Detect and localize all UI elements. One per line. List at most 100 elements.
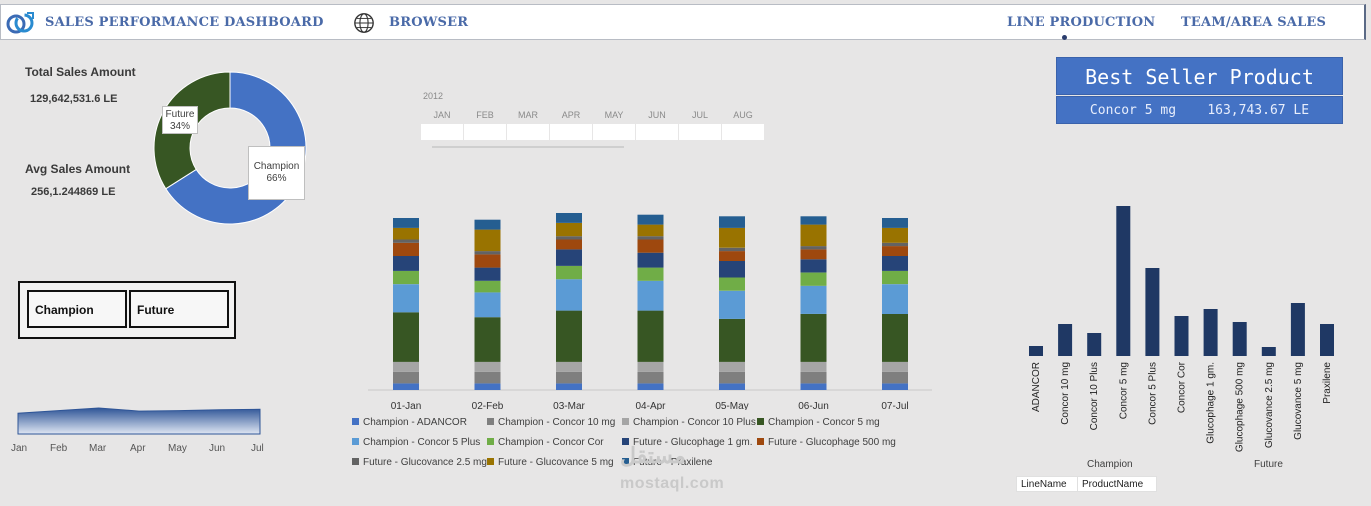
stack-segment [882,361,908,372]
stack-segment [556,249,582,266]
team-area-sales-link[interactable]: TEAM/AREA SALES [1181,15,1327,30]
stack-segment [556,236,582,240]
legend-swatch [757,418,764,425]
avg-sales-label: Avg Sales Amount [25,162,131,176]
pivot-field-productname[interactable]: ProductName [1077,476,1157,492]
product-category-label: Concor 10 mg [1060,362,1071,425]
product-bar [1320,324,1334,356]
stack-segment [882,383,908,390]
stack-segment [800,361,827,372]
stacked-category-label: 01-Jan [391,401,422,410]
slicer-item-future[interactable]: Future [129,290,229,328]
timeline-month-label: FEB [476,110,494,120]
top-nav-bar: SALES PERFORMANCE DASHBOARD BROWSER LINE… [0,4,1366,40]
product-bar [1174,316,1189,356]
stack-segment [556,279,582,311]
timeline-scrollbar[interactable] [432,146,624,148]
legend-item: Future - Glucophage 500 mg [757,437,896,448]
donut-label-champion-pct: 66% [266,173,287,184]
stacked-category-label: 07-Jul [881,401,908,410]
timeline-month-label: MAY [604,110,624,120]
stack-segment [393,239,419,243]
legend-item: Future - Glucovance 2.5 mg [352,457,487,468]
legend-label: Champion - Concor 5 Plus [363,437,481,448]
timeline-month-label: JAN [433,110,451,120]
timeline-month-cell[interactable] [593,124,635,140]
stack-segment [637,252,664,268]
stacked-category-label: 02-Feb [472,401,504,410]
slicer-item-champion[interactable]: Champion [27,290,127,328]
legend-label: Future - Glucophage 1 gm. [633,437,753,448]
product-category-label: Concor 10 Plus [1089,362,1100,430]
donut-label-champion-name: Champion [253,161,300,172]
stack-segment [800,371,827,384]
stack-segment [719,361,745,372]
legend-swatch [352,438,359,445]
stacked-category-label: 04-Apr [635,401,666,410]
stack-segment [637,280,664,311]
stack-segment [719,247,745,252]
globe-icon[interactable] [352,12,376,34]
legend-swatch [352,458,359,465]
stack-segment [393,312,419,362]
stack-segment [556,371,582,384]
stack-segment [474,292,501,318]
line-production-link[interactable]: LINE PRODUCTION [1007,15,1156,30]
stack-segment [474,371,501,384]
area-month-label: Feb [50,443,68,454]
product-category-label: Glucophage 500 mg [1235,362,1246,452]
timeline-month-label: APR [561,110,581,120]
area-month-label: Jul [251,443,264,454]
stack-segment [393,270,419,285]
stack-segment [474,219,501,230]
stack-segment [393,218,419,228]
area-month-label: Jun [209,443,226,454]
dashboard-title: SALES PERFORMANCE DASHBOARD [45,15,324,30]
group-label-champion: Champion [1087,459,1133,470]
legend-item: Champion - Concor 10 Plus [622,417,756,428]
stack-segment [800,272,827,286]
timeline-year: 2012 [423,91,444,101]
donut-label-future-pct: 34% [169,121,190,132]
date-timeline-filter[interactable]: 2012 JAN FEB MAR APR MAY JUN JUL AUG [420,88,764,150]
timeline-month-cell[interactable] [421,124,463,140]
stack-segment [556,213,582,223]
stack-segment [882,218,908,228]
timeline-month-cell[interactable] [550,124,592,140]
stack-segment [393,383,419,390]
legend-label: Champion - ADANCOR [363,417,467,428]
timeline-month-cell[interactable] [507,124,549,140]
stack-segment [882,242,908,247]
stack-segment [719,251,745,261]
browser-link[interactable]: BROWSER [389,15,469,30]
stack-segment [719,216,745,228]
watermark-latin: mostaql.com [620,475,725,492]
timeline-month-cell[interactable] [636,124,678,140]
donut-label-future-name: Future [165,109,195,120]
stack-segment [719,227,745,248]
legend-swatch [487,438,494,445]
stack-segment [556,223,582,237]
stack-segment [637,267,664,281]
stack-segment [882,313,908,362]
best-seller-title: Best Seller Product [1056,57,1343,95]
stack-segment [474,251,501,255]
stack-segment [637,236,664,240]
best-seller-value: Concor 5 mg 163,743.67 LE [1056,96,1343,124]
timeline-month-cell[interactable] [679,124,721,140]
timeline-month-cell[interactable] [722,124,764,140]
legend-swatch [487,418,494,425]
active-nav-indicator [1062,35,1067,40]
stack-segment [800,249,827,260]
stack-segment [474,254,501,268]
pivot-field-linename[interactable]: LineName [1016,476,1078,492]
legend-item: Future - Glucovance 5 mg [487,457,614,468]
timeline-month-label: JUN [648,110,666,120]
stack-segment [393,284,419,313]
timeline-month-cell[interactable] [464,124,506,140]
product-bar [1261,347,1276,356]
legend-item: Future - Praxilene [622,457,712,468]
stacked-category-label: 05-May [715,401,748,410]
stack-segment [637,239,664,253]
stack-segment [474,317,501,362]
